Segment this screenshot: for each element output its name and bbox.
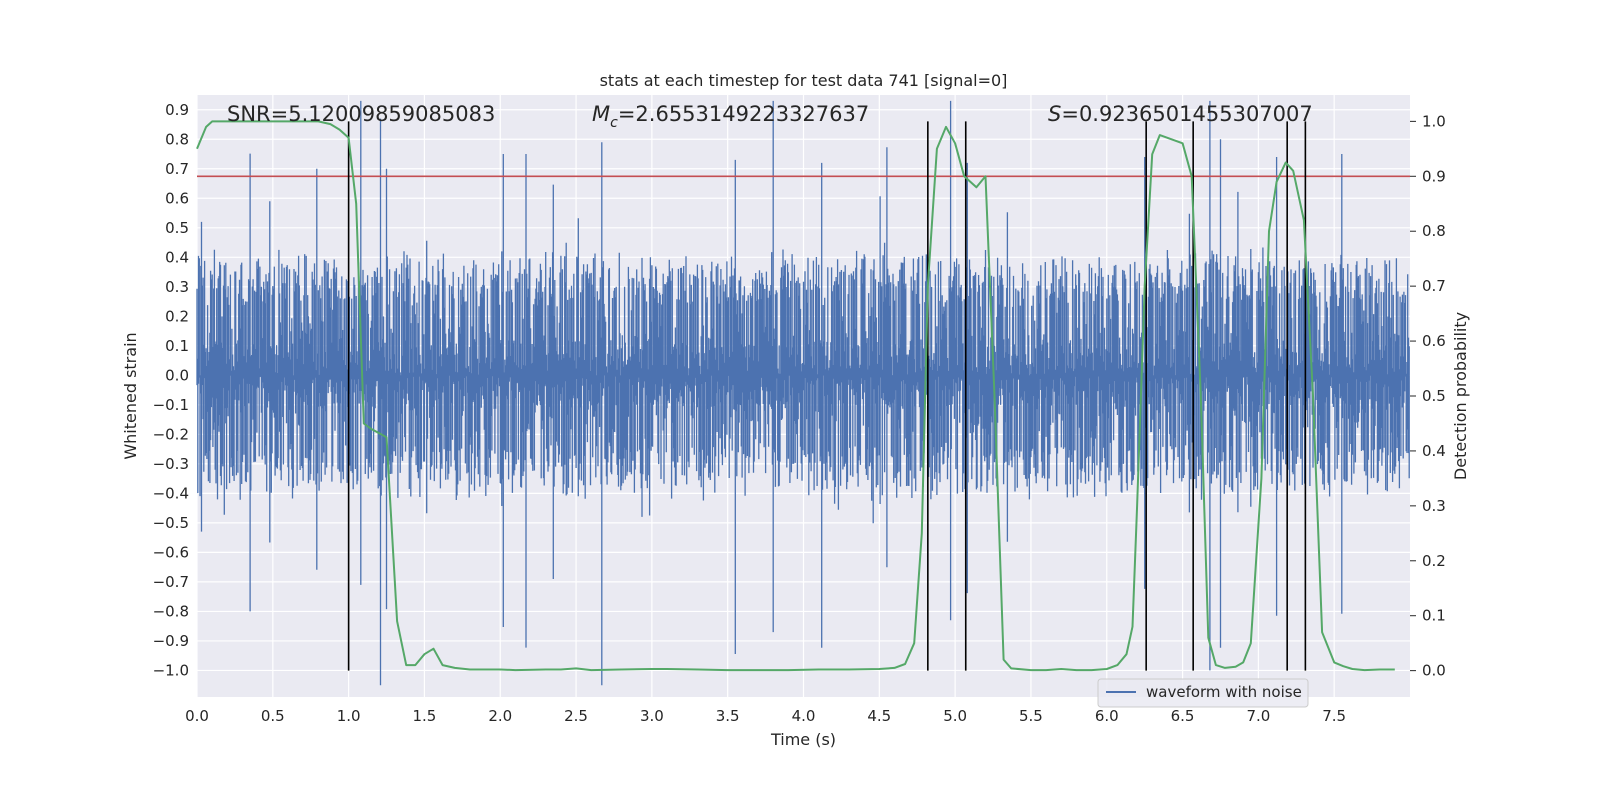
x-tick-label: 4.5 (867, 707, 891, 725)
legend: waveform with noise (1097, 678, 1309, 708)
y-tick-label: −0.6 (153, 543, 189, 561)
y-tick-label: 0.3 (165, 278, 189, 296)
x-tick-label: 6.0 (1095, 707, 1119, 725)
y2-tick-label: 0.1 (1422, 607, 1446, 625)
x-tick-label: 4.0 (792, 707, 816, 725)
y2-tick-label: 0.8 (1422, 222, 1446, 240)
x-tick-label: 6.5 (1171, 707, 1195, 725)
chart-title: stats at each timestep for test data 741… (600, 71, 1008, 90)
y-tick-label: 0.2 (165, 307, 189, 325)
y2-tick-label: 1.0 (1422, 112, 1446, 130)
detection-probability-series (196, 120, 1395, 672)
x-tick-label: 7.0 (1246, 707, 1270, 725)
detection-vertical-lines (347, 121, 1307, 671)
y-tick-label: −0.5 (153, 514, 189, 532)
y-tick-label: 0.4 (165, 248, 189, 266)
x-tick-label: 1.0 (337, 707, 361, 725)
x-tick-label: 0.5 (261, 707, 285, 725)
s-value: =0.9236501455307007 (1061, 102, 1312, 126)
x-tick-label: 3.5 (716, 707, 740, 725)
y-tick-label: −0.4 (153, 484, 189, 502)
y-tick-label: −0.8 (153, 602, 189, 620)
y-tick-label: −0.7 (153, 573, 189, 591)
tick-labels: 0.0 0.5 1.0 1.5 2.0 2.5 3.0 3.5 4.0 4.5 5.0 5.5 6.0 6… (153, 101, 1446, 725)
y-tick-label: 0.0 (165, 366, 189, 384)
x-tick-label: 5.5 (1019, 707, 1043, 725)
mc-symbol: M (592, 102, 610, 126)
y-tick-label: −1.0 (153, 661, 189, 679)
legend-label: waveform with noise (1146, 683, 1302, 701)
y-tick-label: −0.1 (153, 396, 189, 414)
y2-tick-label: 0.3 (1422, 497, 1446, 515)
y2-tick-label: 0.0 (1422, 662, 1446, 680)
y2-tick-label: 0.4 (1422, 442, 1446, 460)
y2-tick-label: 0.5 (1422, 387, 1446, 405)
x-tick-label: 3.0 (640, 707, 664, 725)
y-tick-label: 0.8 (165, 130, 189, 148)
y-axis-label: Whitened strain (121, 332, 140, 459)
x-tick-label: 2.5 (564, 707, 588, 725)
y-tick-label: −0.2 (153, 425, 189, 443)
y-tick-label: 0.1 (165, 337, 189, 355)
mc-subscript: c (610, 115, 618, 131)
x-tick-label: 2.0 (488, 707, 512, 725)
y-tick-label: −0.3 (153, 455, 189, 473)
score-annotation: S=0.9236501455307007 (1048, 102, 1313, 126)
y-tick-label: 0.9 (165, 101, 189, 119)
x-tick-label: 5.0 (943, 707, 967, 725)
y-tick-label: 0.7 (165, 160, 189, 178)
y2-axis-label: Detection probability (1451, 312, 1470, 480)
y-tick-label: −0.9 (153, 632, 189, 650)
snr-annotation: SNR=5.12009859085083 (227, 102, 495, 126)
x-tick-label: 7.5 (1322, 707, 1346, 725)
x-tick-label: 1.5 (413, 707, 437, 725)
y2-tick-label: 0.2 (1422, 552, 1446, 570)
x-tick-label: 0.0 (185, 707, 209, 725)
y-tick-label: 0.5 (165, 219, 189, 237)
mc-value: =2.6553149223327637 (618, 102, 869, 126)
legend-box (1097, 678, 1309, 708)
x-axis-label: Time (s) (770, 730, 836, 749)
y-tick-label: 0.6 (165, 189, 189, 207)
y2-tick-label: 0.6 (1422, 332, 1446, 350)
probability-line (196, 120, 1395, 672)
y2-tick-label: 0.9 (1422, 167, 1446, 185)
y2-tick-label: 0.7 (1422, 277, 1446, 295)
chirp-mass-annotation: Mc=2.6553149223327637 (592, 102, 869, 131)
s-symbol: S (1048, 102, 1061, 126)
